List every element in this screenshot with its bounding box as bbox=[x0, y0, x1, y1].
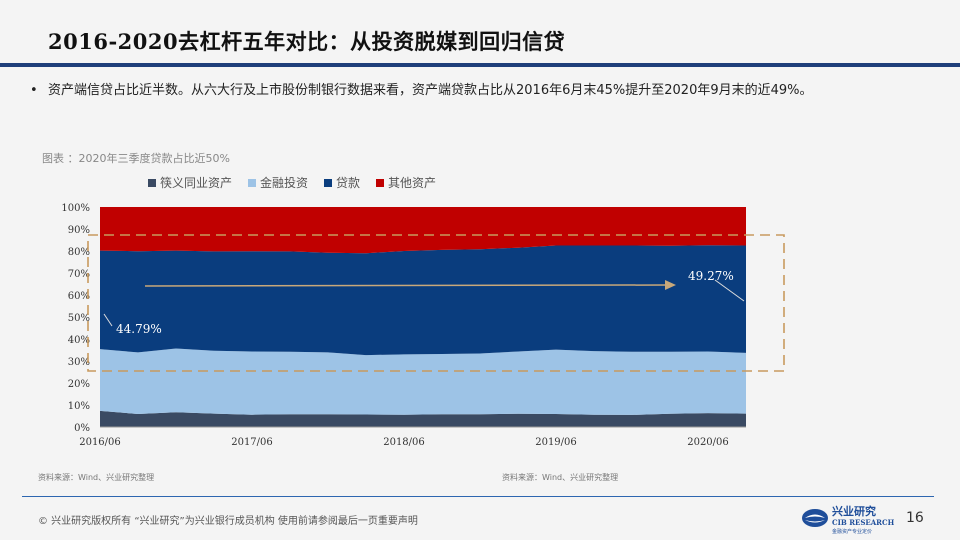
area-series-0 bbox=[100, 410, 746, 427]
footer-rule bbox=[22, 496, 934, 497]
y-tick-label: 80% bbox=[68, 247, 90, 258]
stacked-area-chart: 0% 10% 20% 30% 40% 50% 60% 70% 80% 90% 100% 2016/06… bbox=[61, 203, 785, 448]
legend-label-interbank: 筷义同业资产 bbox=[160, 176, 233, 190]
footer-disclaimer: © 兴业研究版权所有 “兴业研究”为兴业银行成员机构 使用前请参阅最后一页重要声… bbox=[38, 516, 418, 527]
title-rule bbox=[0, 63, 960, 67]
slide-title: 2016-2020去杠杆五年对比：从投资脱媒到回归信贷 bbox=[48, 29, 566, 54]
y-tick-label: 60% bbox=[68, 291, 90, 302]
area-series-3 bbox=[100, 207, 746, 254]
x-tick-label: 2016/06 bbox=[79, 437, 121, 448]
cib-research-logo: 兴业研究 CIB RESEARCH 金融资产专业定价 bbox=[800, 503, 900, 535]
legend-swatch-investment bbox=[248, 178, 257, 187]
chart-caption: 图表 ：2020年三季度贷款占比近50% bbox=[42, 152, 230, 165]
legend-label-investment: 金融投资 bbox=[260, 176, 309, 190]
legend-item-other: 其他资产 bbox=[376, 174, 436, 191]
y-tick-label: 70% bbox=[68, 269, 90, 280]
svg-text:兴业研究: 兴业研究 bbox=[832, 504, 876, 518]
x-tick-label: 2020/06 bbox=[687, 437, 729, 448]
legend-swatch-loans bbox=[324, 178, 333, 187]
legend-label-loans: 贷款 bbox=[336, 176, 361, 190]
y-tick-label: 40% bbox=[68, 335, 90, 346]
bullet-dot: • bbox=[30, 83, 38, 98]
y-tick-label: 100% bbox=[61, 203, 90, 214]
page-number: 16 bbox=[906, 510, 924, 526]
svg-text:CIB RESEARCH: CIB RESEARCH bbox=[832, 518, 895, 527]
area-series-2 bbox=[100, 245, 746, 356]
annotation-start-value: 44.79% bbox=[116, 322, 162, 336]
chart-legend: 筷义同业资产 金融投资 贷款 其他资产 bbox=[148, 174, 436, 191]
source-note-right: 资料来源：Wind、兴业研究整理 bbox=[502, 473, 619, 482]
legend-swatch-other bbox=[376, 178, 385, 187]
legend-label-other: 其他资产 bbox=[388, 176, 437, 190]
area-series-1 bbox=[100, 348, 746, 415]
legend-item-loans: 贷款 bbox=[324, 174, 360, 191]
annotation-end-value: 49.27% bbox=[688, 269, 734, 283]
y-tick-label: 90% bbox=[68, 225, 90, 236]
legend-swatch-interbank bbox=[148, 178, 156, 187]
svg-text:金融资产专业定价: 金融资产专业定价 bbox=[832, 528, 872, 535]
y-tick-label: 0% bbox=[74, 423, 90, 434]
x-tick-label: 2017/06 bbox=[231, 437, 273, 448]
y-tick-label: 10% bbox=[68, 401, 90, 412]
legend-item-interbank: 筷义同业资产 bbox=[148, 174, 232, 191]
bullet-text: 资产端信贷占比近半数。从六大行及上市股份制银行数据来看，资产端贷款占比从2016… bbox=[48, 83, 813, 98]
x-tick-label: 2018/06 bbox=[383, 437, 425, 448]
y-tick-label: 30% bbox=[68, 357, 90, 368]
source-note-left: 资料来源：Wind、兴业研究整理 bbox=[38, 473, 155, 482]
legend-item-investment: 金融投资 bbox=[248, 174, 308, 191]
y-tick-label: 20% bbox=[68, 379, 90, 390]
trend-arrow-line bbox=[144, 284, 669, 287]
y-tick-label: 50% bbox=[68, 313, 90, 324]
annotation-leader-end bbox=[714, 279, 745, 302]
trend-arrow-head bbox=[665, 280, 676, 290]
x-tick-label: 2019/06 bbox=[535, 437, 577, 448]
annotation-leader-start bbox=[103, 313, 113, 327]
